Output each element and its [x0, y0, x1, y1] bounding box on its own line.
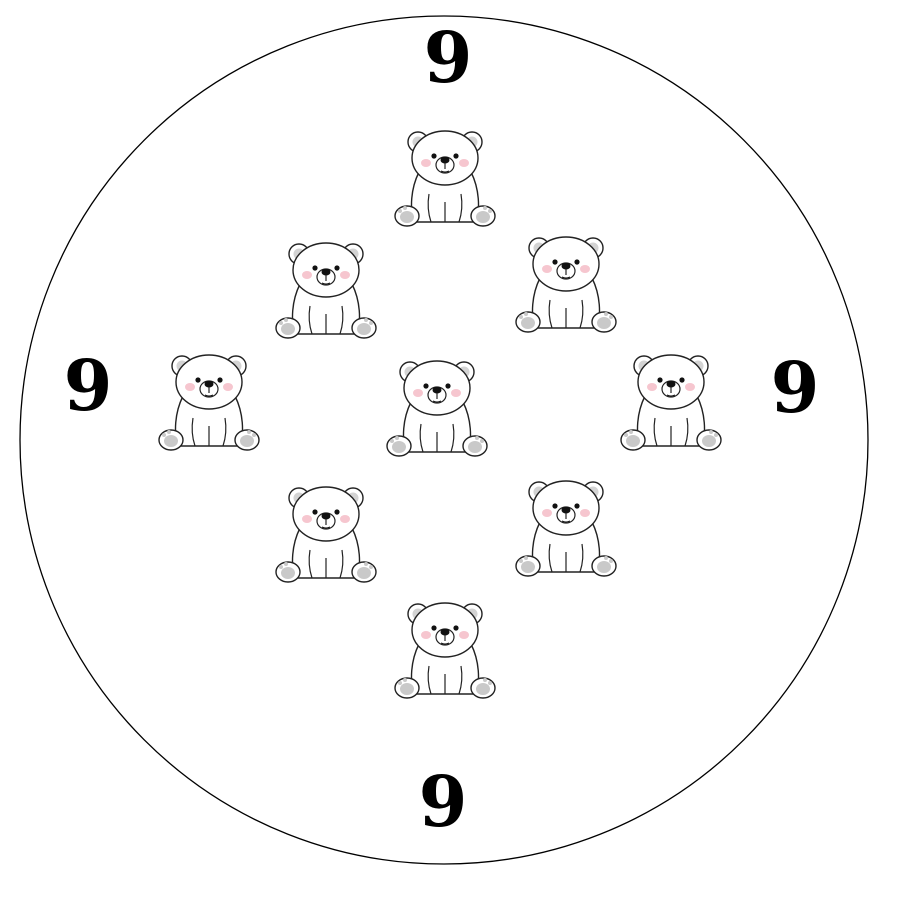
number-left: 9	[64, 344, 113, 427]
number-top: 9	[424, 16, 473, 99]
number-bottom: 9	[419, 760, 468, 843]
number-right: 9	[771, 346, 820, 429]
